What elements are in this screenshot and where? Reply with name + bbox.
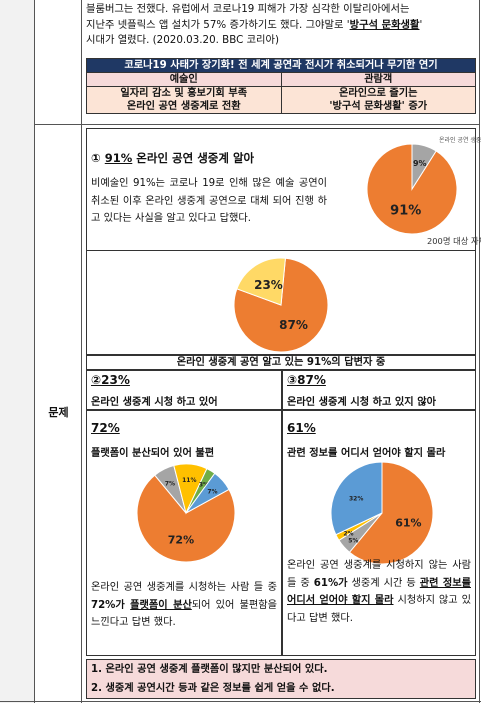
pie-label: 87% xyxy=(279,318,308,332)
platform-box: 72% 플랫폼이 분산되어 있어 불편 72% 7% 11% 3% 7% 온라인 공연 … xyxy=(86,410,282,656)
info-pct: 61% xyxy=(287,421,316,435)
pie-slice xyxy=(348,461,434,565)
row-divider xyxy=(82,124,479,125)
question-not-watching: ③87% 온라인 생중계 시청 하고 있지 않아 xyxy=(282,370,476,410)
label-column-divider xyxy=(35,124,81,125)
platform-highlight: 플랫폼이 분산 xyxy=(130,599,192,611)
pie-label: 7% xyxy=(207,489,217,496)
section-number: ① xyxy=(91,151,101,165)
platform-pct-inline: 72%가 xyxy=(91,599,131,611)
conclusion-item: 2. 생중계 공연시간 등과 같은 정보를 쉽게 얻을 수 없다. xyxy=(91,683,335,694)
pie-slice xyxy=(236,257,286,306)
pie-label: 3% xyxy=(199,482,209,489)
table-col1-line: 일자리 감소 및 홍보기회 부족 xyxy=(120,88,248,99)
table-col2-line: '방구석 문화생활' 증가 xyxy=(329,101,428,112)
conclusion-item: 1. 온라인 공연 생중계 플랫폼이 많지만 분산되어 있다. xyxy=(91,664,328,675)
info-text: 온라인 공연 생중계를 시청하지 않는 사람 들 중 xyxy=(287,560,471,589)
left-margin-column xyxy=(0,0,35,703)
table-col2-title: 관람객 xyxy=(280,73,475,86)
pie-chart-platform: 72%7%11%3%7% xyxy=(136,463,236,563)
label-column: 문제 xyxy=(35,0,82,703)
info-paragraph: 온라인 공연 생중계를 시청하지 않는 사람 들 중 61%가 생중계 시간 등… xyxy=(287,557,471,627)
section-viewing: 87% 23% xyxy=(86,251,476,355)
table-col1-title: 예술인 xyxy=(87,73,281,86)
info-text-mid: 생중계 시간 등 xyxy=(347,577,420,589)
table-col2-line: 온라인으로 즐기는 xyxy=(338,88,418,99)
intro-highlight: 방구석 문화생활 xyxy=(349,18,420,31)
section-awareness-pct: 91% xyxy=(104,151,133,165)
question-not-watching-pct: ③87% xyxy=(287,373,326,387)
intro-line-2: 지난주 넷플릭스 앱 설치가 57% 증가하기도 했다. 그야말로 '방구석 문… xyxy=(86,18,478,34)
respondent-caption: 온라인 생중계 공연 알고 있는 91%의 답변자 중 xyxy=(86,355,476,370)
platform-text: 온라인 공연 생중계를 시청하는 사람 들 중 xyxy=(91,582,277,593)
pie-label: 23% xyxy=(254,278,283,292)
pie-chart-awareness: 91% 9% xyxy=(366,143,458,235)
pie-chart-info: 61% 5%2% 32% xyxy=(330,461,434,565)
table-header: 코로나19 사태가 장기화! 전 세계 공연과 전시가 취소되거나 무기한 연기 xyxy=(87,59,475,73)
question-watching: ②23% 온라인 생중계 시청 하고 있어 xyxy=(86,370,282,410)
pie-label: 9% xyxy=(413,159,427,168)
question-watching-text: 온라인 생중계 시청 하고 있어 xyxy=(91,397,218,408)
section-awareness-title-text: 온라인 공연 생중계 알아 xyxy=(132,151,255,165)
info-pct-inline: 61%가 xyxy=(313,577,348,589)
summary-table: 코로나19 사태가 장기화! 전 세계 공연과 전시가 취소되거나 무기한 연기… xyxy=(86,58,476,114)
info-subtitle: 관련 정보를 어디서 얻어야 할지 몰라 xyxy=(287,448,446,459)
intro-line-1: 블룸버그는 전했다. 유럽에서 코로나19 피해가 가장 심각한 이탈리아에서는 xyxy=(86,3,410,15)
info-highlight: 관련 정보를 어디서 얻어야 할지 몰라 xyxy=(287,577,471,607)
question-not-watching-num: ③87% xyxy=(287,373,326,387)
platform-subtitle: 플랫폼이 분산되어 있어 불편 xyxy=(91,448,215,459)
platform-paragraph: 온라인 공연 생중계를 시청하는 사람 들 중 72%가 플랫폼이 분산되어 있… xyxy=(91,579,277,632)
intro-line-2c: ' xyxy=(419,18,423,31)
pie-slice xyxy=(411,143,437,191)
intro-line-2a: 지난주 넷플릭스 앱 설치가 57% 증가하기도 했다. 그야말로 ' xyxy=(86,18,350,31)
pie-label: 61% xyxy=(395,517,421,530)
question-watching-num: ②23% xyxy=(91,373,130,387)
pie-label: 32% xyxy=(349,496,363,503)
table-body-row: 일자리 감소 및 홍보기회 부족 온라인 공연 생중계로 전환 온라인으로 즐기… xyxy=(87,87,475,113)
table-col2-body: 온라인으로 즐기는 '방구석 문화생활' 증가 xyxy=(280,87,475,113)
pie-label: 91% xyxy=(390,204,421,219)
info-pct-value: 61% xyxy=(287,421,316,435)
pie-slice xyxy=(185,472,230,514)
conclusion-box: 1. 온라인 공연 생중계 플랫폼이 많지만 분산되어 있다. 2. 생중계 공… xyxy=(86,659,476,699)
right-border xyxy=(479,0,480,703)
platform-pct-value: 72% xyxy=(91,421,120,435)
info-text-end: 시청하지 않고 있다고 답변 했다. xyxy=(287,595,471,624)
pie-slice xyxy=(136,474,236,563)
pie-label: 2% xyxy=(343,530,353,537)
pie-label: 5% xyxy=(348,537,358,544)
intro-line-3: 시대가 열렸다. (2020.03.20. BBC 코리아) xyxy=(86,34,280,46)
intro-paragraph: 블룸버그는 전했다. 유럽에서 코로나19 피해가 가장 심각한 이탈리아에서는… xyxy=(86,2,478,49)
section-awareness: ① 91% 온라인 공연 생중계 알아 비예술인 91%는 코로나 19로 인해… xyxy=(86,128,481,251)
pie-chart-viewing: 87% 23% xyxy=(233,257,329,353)
section-awareness-body: 비예술인 91%는 코로나 19로 인해 많은 예술 공연이 취소된 이후 온라… xyxy=(91,178,327,224)
pie-label: 7% xyxy=(165,481,175,488)
question-not-watching-text: 온라인 생중계 시청 하고 있지 않아 xyxy=(287,397,436,408)
pie-label: 72% xyxy=(168,533,194,546)
pie-awareness-title: 온라인 공연 생중계 인지 도 xyxy=(439,137,481,144)
survey-note: 200명 대상 자체 설문조사 결과 xyxy=(427,236,481,246)
pie-slice xyxy=(330,461,383,536)
bottom-border xyxy=(0,701,481,702)
table-col1-line: 온라인 공연 생중계로 전환 xyxy=(126,101,241,112)
table-col1-body: 일자리 감소 및 홍보기회 부족 온라인 공연 생중계로 전환 xyxy=(87,87,281,113)
platform-text-end: 되어 있어 불편함을 느낀다고 답변 했다. xyxy=(91,599,277,629)
section-awareness-title: ① 91% 온라인 공연 생중계 알아 xyxy=(91,150,254,166)
problem-label: 문제 xyxy=(48,406,69,419)
platform-pct: 72% xyxy=(91,421,120,435)
question-watching-pct: ②23% xyxy=(91,373,130,387)
table-title-row: 예술인 관람객 xyxy=(87,73,475,87)
info-box: 61% 관련 정보를 어디서 얻어야 할지 몰라 61% 5% 2% 32% 온라인 … xyxy=(282,410,476,656)
pie-label: 11% xyxy=(182,477,196,484)
